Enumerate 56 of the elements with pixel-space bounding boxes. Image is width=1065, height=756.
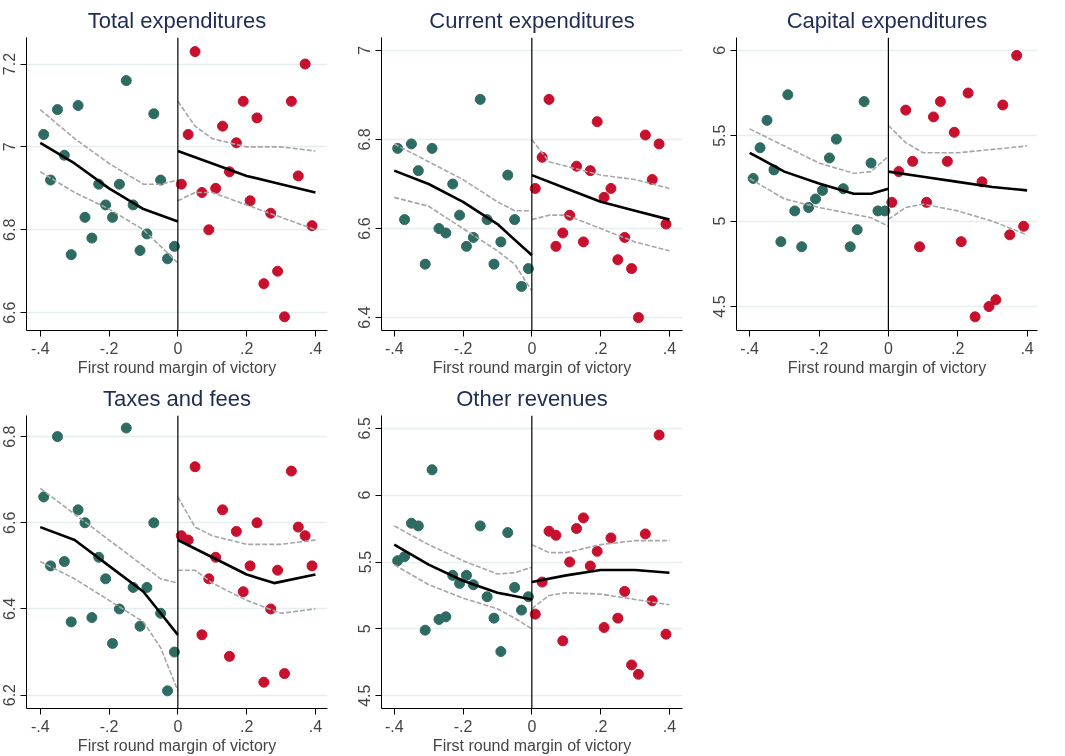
x-tick-label: .4	[1020, 339, 1034, 357]
x-tick-label: -.2	[453, 339, 473, 357]
chart-title: Other revenues	[456, 385, 608, 411]
x-axis-title: First round margin of victory	[77, 736, 277, 754]
x-tick-label: .2	[239, 339, 254, 357]
x-tick-label: .4	[662, 717, 677, 735]
y-tick-label: 6.6	[356, 217, 374, 240]
x-tick-label: .2	[593, 717, 608, 735]
chart-title: Capital expenditures	[786, 7, 988, 33]
x-axis-title: First round margin of victory	[432, 736, 632, 754]
y-tick-label: 7.2	[1, 52, 19, 76]
x-tick-label: -.2	[99, 717, 119, 735]
y-tick-label: 5	[356, 624, 374, 634]
x-tick-label: -.4	[30, 717, 50, 735]
x-tick-label: -.4	[30, 339, 50, 357]
y-tick-label: 6	[711, 45, 729, 55]
y-tick-label: 6.6	[1, 301, 19, 324]
x-tick-label: 0	[883, 339, 893, 357]
y-tick-label: 6	[356, 490, 374, 500]
x-tick-label: 0	[527, 339, 537, 357]
x-tick-label: -.2	[809, 339, 829, 357]
x-tick-label: .4	[662, 339, 677, 357]
x-tick-label: .4	[308, 717, 323, 735]
y-tick-label: 6.8	[1, 425, 19, 448]
x-tick-label: 0	[527, 717, 537, 735]
y-tick-label: 5.5	[711, 124, 729, 147]
x-tick-label: -.4	[740, 339, 760, 357]
y-tick-label: 6.6	[1, 511, 19, 534]
x-tick-label: .2	[951, 339, 965, 357]
x-tick-label: -.2	[453, 717, 473, 735]
chart-title: Current expenditures	[429, 7, 635, 33]
y-tick-label: 7	[1, 142, 19, 152]
y-tick-label: 4.5	[356, 684, 374, 707]
chart-title: Total expenditures	[87, 7, 267, 33]
x-tick-label: 0	[173, 717, 183, 735]
y-tick-label: 5.5	[356, 550, 374, 574]
x-tick-label: .2	[593, 339, 608, 357]
y-tick-label: 6.8	[356, 128, 374, 151]
x-tick-label: .2	[239, 717, 254, 735]
y-tick-label: 6.4	[1, 597, 19, 621]
y-tick-label: 6.4	[356, 306, 374, 329]
y-tick-label: 6.2	[1, 683, 19, 707]
x-axis-title: First round margin of victory	[432, 358, 632, 376]
x-axis-title: First round margin of victory	[77, 358, 277, 376]
x-tick-label: -.4	[384, 717, 404, 735]
x-tick-label: .4	[308, 339, 323, 357]
chart-title: Taxes and fees	[103, 385, 251, 411]
y-tick-label: 6.8	[1, 218, 19, 241]
x-tick-label: -.2	[99, 339, 119, 357]
x-tick-label: 0	[173, 339, 183, 357]
y-tick-label: 6.5	[356, 417, 374, 440]
y-tick-label: 4.5	[711, 295, 729, 318]
y-tick-label: 5	[711, 216, 729, 226]
y-tick-label: 7	[356, 45, 374, 55]
x-tick-label: -.4	[384, 339, 404, 357]
x-axis-title: First round margin of victory	[787, 358, 987, 376]
